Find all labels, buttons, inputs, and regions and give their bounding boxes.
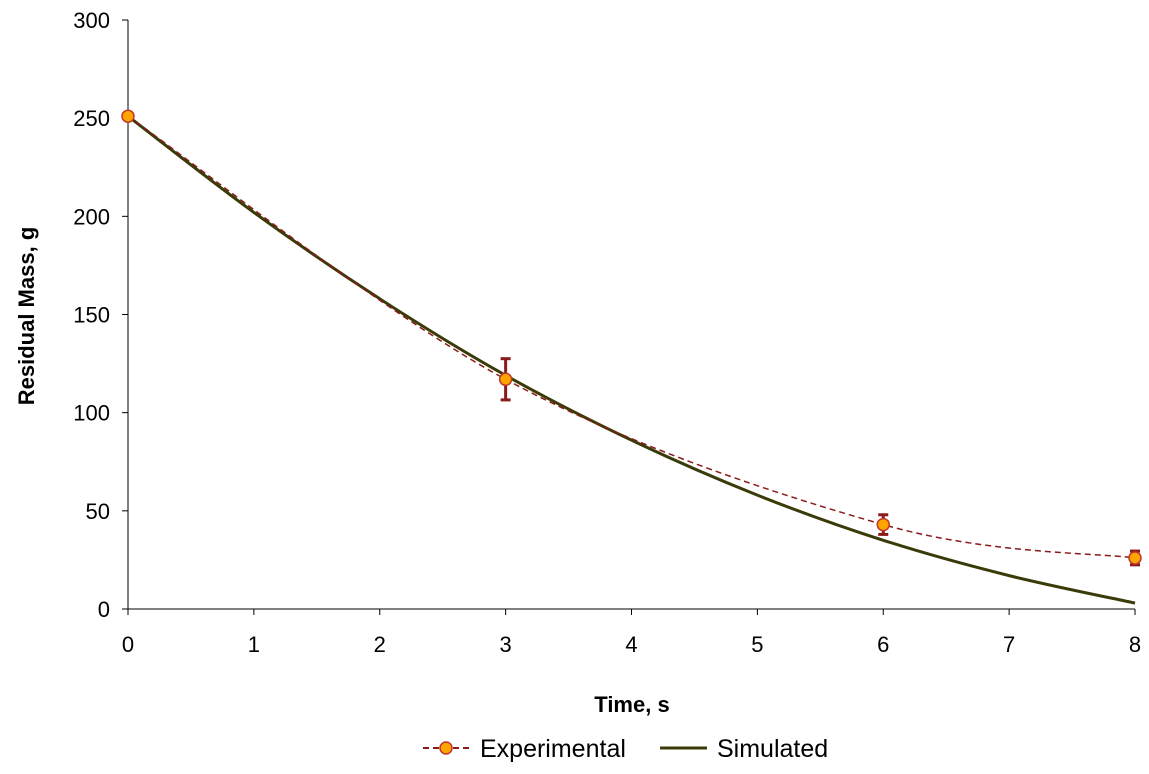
x-tick-label: 4 xyxy=(625,632,637,657)
y-tick-label: 200 xyxy=(73,204,110,229)
y-tick-label: 250 xyxy=(73,106,110,131)
x-tick-label: 7 xyxy=(1003,632,1015,657)
x-tick-label: 1 xyxy=(248,632,260,657)
series-experimental-line xyxy=(127,115,1136,559)
y-tick-label: 100 xyxy=(73,401,110,426)
y-axis-title: Residual Mass, g xyxy=(14,227,39,406)
y-tick-label: 0 xyxy=(98,597,110,622)
x-tick-label: 8 xyxy=(1129,632,1141,657)
plot-area xyxy=(121,109,1142,605)
data-point-experimental xyxy=(876,517,890,532)
x-tick-label: 3 xyxy=(500,632,512,657)
y-tick-label: 150 xyxy=(73,303,110,328)
x-tick-label: 6 xyxy=(877,632,889,657)
y-tick-label: 300 xyxy=(73,8,110,33)
y-tick-label: 50 xyxy=(86,499,110,524)
data-point-experimental xyxy=(1128,551,1142,565)
y-axis: 0 50 100 150 200 250 300 xyxy=(73,8,128,622)
legend-experimental-marker xyxy=(439,741,453,755)
legend-simulated-label: Simulated xyxy=(717,735,828,763)
x-axis-title: Time, s xyxy=(594,692,669,717)
legend: Experimental Simulated xyxy=(423,735,828,763)
x-tick-label: 0 xyxy=(122,632,134,657)
legend-experimental-label: Experimental xyxy=(480,735,626,763)
x-tick-label: 5 xyxy=(751,632,763,657)
data-point-experimental xyxy=(121,109,135,123)
data-point-experimental xyxy=(498,372,513,387)
series-simulated-line xyxy=(127,115,1136,605)
x-tick-label: 2 xyxy=(374,632,386,657)
x-axis: 0 1 2 3 4 5 6 7 8 xyxy=(122,609,1141,657)
